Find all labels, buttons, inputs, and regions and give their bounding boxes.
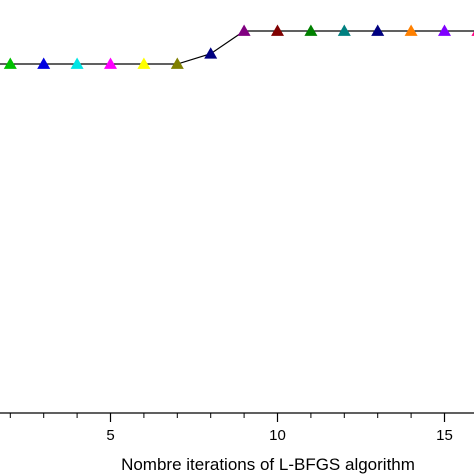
data-point-marker: [438, 24, 451, 36]
data-point-marker: [237, 24, 251, 36]
x-axis-title: Nombre iterations of L-BFGS algorithm: [121, 455, 415, 474]
data-point-marker: [371, 24, 385, 36]
data-point-marker: [170, 57, 184, 69]
data-point-marker: [404, 24, 418, 36]
data-point-marker: [104, 57, 117, 69]
axes: 5 10 15: [0, 412, 474, 444]
data-point-marker: [271, 24, 284, 36]
data-point-marker: [3, 57, 17, 69]
series-markers: [3, 24, 474, 69]
data-point-marker: [37, 57, 51, 69]
data-point-marker: [137, 57, 151, 69]
x-tick-label: 10: [269, 427, 286, 444]
data-point-marker: [204, 47, 218, 59]
series-line: [0, 30, 474, 65]
x-tick-label: 5: [106, 427, 114, 444]
data-point-marker: [471, 31, 474, 36]
x-ticks: [9, 413, 446, 422]
data-point-marker: [337, 24, 351, 36]
x-tick-labels: 5 10 15: [106, 427, 453, 444]
x-tick-label: 15: [436, 427, 453, 444]
plot-area: [0, 24, 474, 69]
data-point-marker: [70, 57, 84, 69]
data-point-marker: [304, 24, 318, 36]
